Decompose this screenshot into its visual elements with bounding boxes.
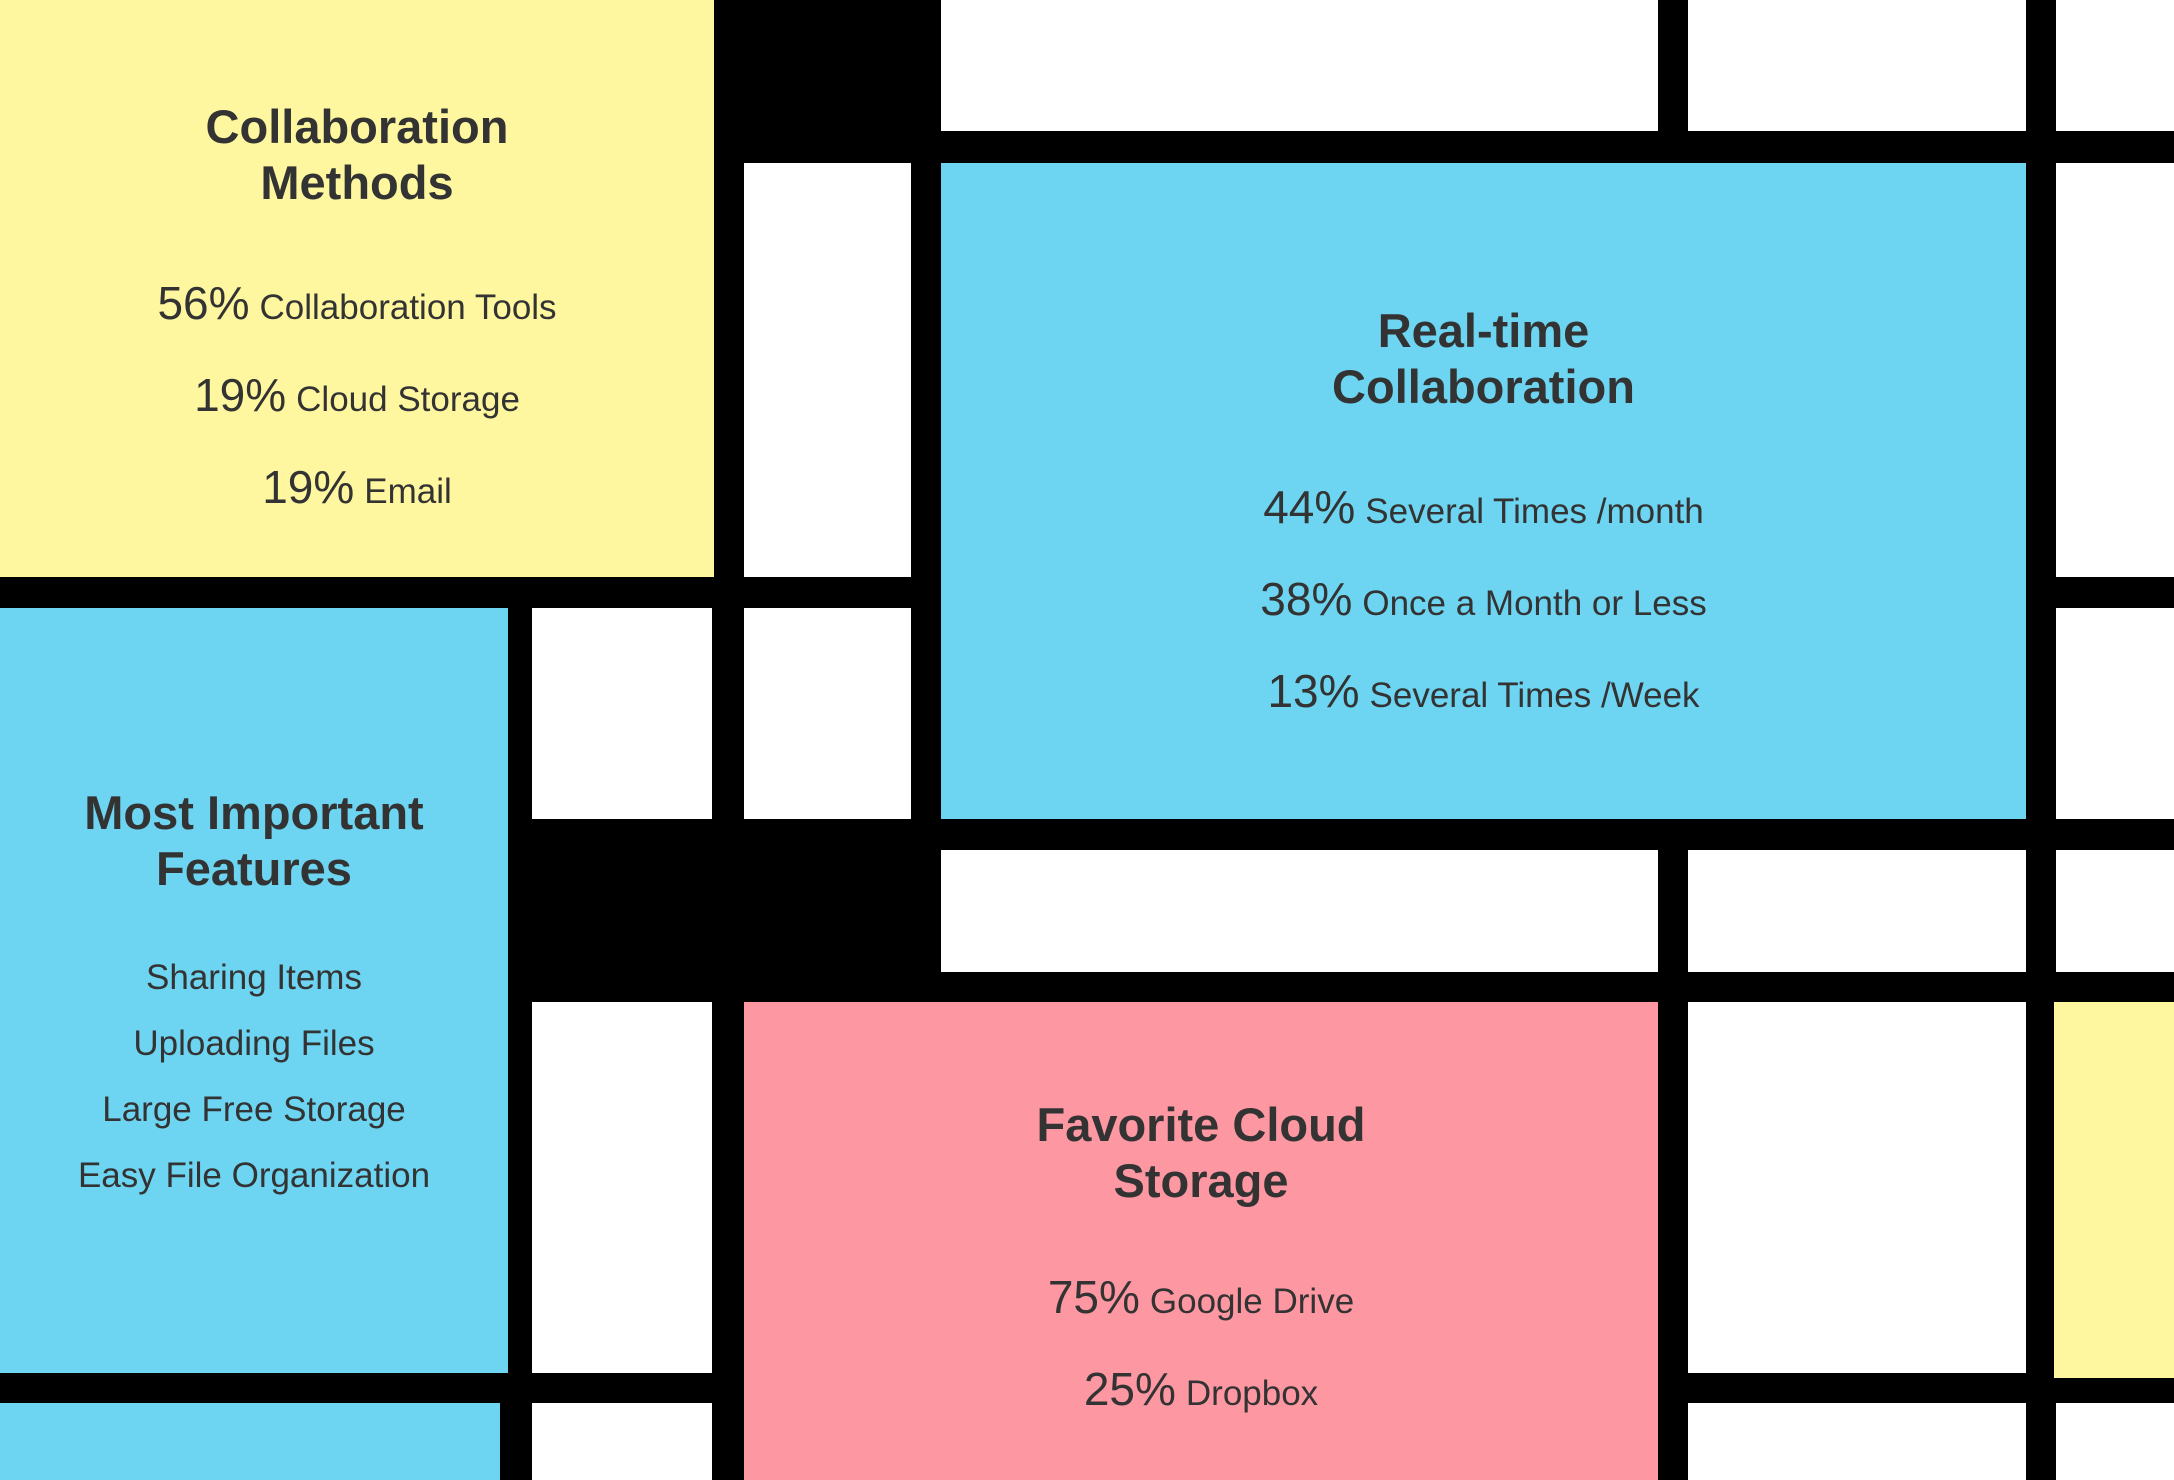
- grid-cell: [2056, 163, 2174, 577]
- grid-cell: [2056, 0, 2174, 131]
- title-line: Storage: [1113, 1154, 1289, 1207]
- grid-cell: [1688, 1002, 2026, 1373]
- favorite-cloud-storage-list: 75% Google Drive 25% Dropbox: [1048, 1257, 1354, 1441]
- grid-cell: [0, 1403, 500, 1480]
- grid-cell: [2056, 1403, 2174, 1480]
- stat-label: Once a Month or Less: [1362, 584, 1707, 623]
- realtime-collaboration-panel: Real-time Collaboration 44% Several Times…: [941, 163, 2026, 819]
- grid-cell: [532, 1403, 712, 1480]
- grid-cell: [532, 1002, 712, 1373]
- stat-item: 44% Several Times /month: [1260, 467, 1706, 559]
- stat-item: 19% Cloud Storage: [157, 355, 556, 447]
- stat-label: Cloud Storage: [296, 380, 520, 419]
- feature-item: Easy File Organization: [77, 1156, 431, 1195]
- title-line: Collaboration: [1332, 360, 1635, 413]
- title-line: Favorite Cloud: [1036, 1098, 1366, 1151]
- feature-item: Large Free Storage: [102, 1090, 406, 1129]
- features-list: Sharing Items Uploading Files Large Free…: [78, 945, 430, 1209]
- collaboration-methods-title: Collaboration Methods: [206, 99, 509, 211]
- stat-percent: 38%: [1260, 573, 1353, 625]
- title-line: Most Important: [84, 786, 424, 839]
- favorite-cloud-storage-title: Favorite Cloud Storage: [1036, 1097, 1365, 1209]
- title-line: Real-time: [1377, 304, 1590, 357]
- grid-cell: [1688, 0, 2026, 131]
- stat-percent: 75%: [1047, 1271, 1140, 1323]
- stat-label: Email: [364, 472, 452, 511]
- stat-item: 56% Collaboration Tools: [157, 263, 556, 355]
- stat-item: 75% Google Drive: [1048, 1257, 1354, 1349]
- title-line: Methods: [260, 156, 454, 209]
- feature-item: Uploading Files: [133, 1024, 375, 1063]
- realtime-collaboration-title: Real-time Collaboration: [1332, 303, 1635, 415]
- stat-label: Collaboration Tools: [259, 288, 557, 327]
- stat-item: 25% Dropbox: [1048, 1349, 1354, 1441]
- stat-percent: 44%: [1263, 481, 1356, 533]
- stat-percent: 56%: [157, 277, 250, 329]
- realtime-collaboration-list: 44% Several Times /month 38% Once a Month …: [1260, 467, 1706, 743]
- title-line: Features: [156, 842, 352, 895]
- feature-item: Sharing Items: [146, 958, 362, 997]
- stat-label: Several Times /Week: [1369, 676, 1700, 715]
- grid-cell: [1688, 850, 2026, 972]
- favorite-cloud-storage-panel: Favorite Cloud Storage 75% Google Drive 2…: [744, 1002, 1658, 1480]
- most-important-features-panel: Most Important Features Sharing Items Up…: [0, 608, 508, 1373]
- stat-item: 13% Several Times /Week: [1260, 651, 1706, 743]
- stat-item: 19% Email: [157, 447, 556, 539]
- stat-item: 38% Once a Month or Less: [1260, 559, 1706, 651]
- stat-percent: 13%: [1267, 665, 1360, 717]
- grid-cell: [941, 0, 1658, 131]
- stat-label: Dropbox: [1185, 1374, 1319, 1413]
- stat-percent: 19%: [194, 369, 287, 421]
- stat-label: Google Drive: [1149, 1282, 1355, 1321]
- grid-cell: [744, 608, 911, 819]
- grid-cell: [2056, 850, 2174, 972]
- grid-cell: [744, 163, 911, 577]
- grid-cell: [941, 850, 1658, 972]
- grid-cell: [532, 608, 712, 819]
- grid-cell: [2056, 608, 2174, 819]
- collaboration-methods-list: 56% Collaboration Tools 19% Cloud Storage …: [157, 263, 556, 539]
- stat-percent: 25%: [1083, 1363, 1176, 1415]
- title-line: Collaboration: [205, 100, 509, 153]
- stat-label: Several Times /month: [1365, 492, 1704, 531]
- stat-percent: 19%: [262, 461, 355, 513]
- grid-cell: [1688, 1403, 2026, 1480]
- most-important-features-title: Most Important Features: [84, 785, 423, 897]
- collaboration-methods-panel: Collaboration Methods 56% Collaboration T…: [0, 0, 714, 577]
- grid-cell: [2054, 1002, 2174, 1378]
